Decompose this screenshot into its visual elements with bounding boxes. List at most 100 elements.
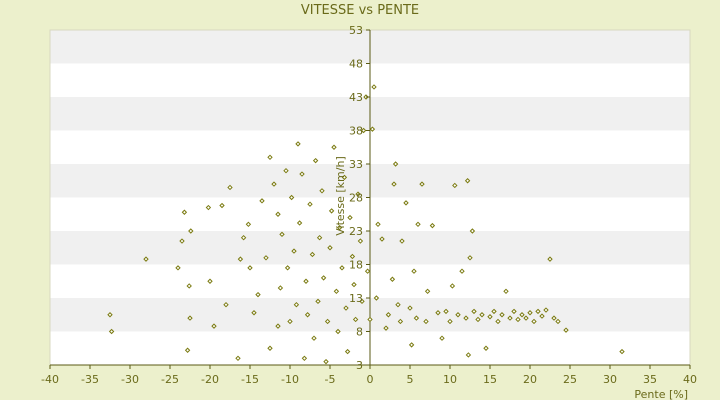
data-point xyxy=(279,231,285,238)
x-tick-label: 20 xyxy=(523,373,537,386)
data-point xyxy=(259,198,265,204)
data-point xyxy=(397,318,404,325)
data-point xyxy=(275,323,281,329)
data-point xyxy=(375,221,381,228)
y-tick-label: 3 xyxy=(356,359,363,372)
x-tick-label: -10 xyxy=(281,373,299,386)
x-axis-title: Pente [%] xyxy=(634,388,688,400)
data-point xyxy=(471,308,477,315)
data-point xyxy=(335,328,341,335)
chart-title: VITESSE vs PENTE xyxy=(301,3,419,18)
data-point xyxy=(227,184,233,191)
data-point xyxy=(403,200,409,206)
data-point xyxy=(303,278,309,284)
data-point xyxy=(263,255,269,261)
data-point xyxy=(491,308,497,315)
data-point xyxy=(415,221,421,228)
data-point xyxy=(389,276,396,282)
x-tick-label: 30 xyxy=(603,373,617,386)
data-point xyxy=(304,312,311,318)
data-point xyxy=(449,283,456,289)
x-tick-label: 40 xyxy=(683,373,697,386)
data-point xyxy=(507,315,513,321)
x-tick-label: 5 xyxy=(407,373,414,386)
data-point xyxy=(207,278,213,284)
y-tick-label: 53 xyxy=(349,24,363,37)
data-point xyxy=(245,221,252,228)
data-point xyxy=(347,214,353,221)
data-point xyxy=(315,298,321,305)
data-point xyxy=(379,236,385,242)
data-point xyxy=(407,305,413,311)
data-point xyxy=(339,265,345,271)
data-point xyxy=(547,256,553,262)
data-point xyxy=(359,298,365,305)
data-point xyxy=(371,84,377,90)
data-point xyxy=(184,347,191,353)
data-point xyxy=(219,202,225,209)
data-point xyxy=(143,256,149,262)
data-point xyxy=(320,275,327,281)
data-point xyxy=(351,281,357,288)
data-point xyxy=(267,345,273,351)
data-point xyxy=(175,265,181,271)
data-point xyxy=(307,201,313,207)
data-point xyxy=(435,310,441,316)
data-point xyxy=(563,327,569,333)
data-point xyxy=(255,291,261,298)
data-point xyxy=(383,325,389,331)
data-point xyxy=(271,181,277,187)
data-point xyxy=(459,268,465,274)
data-point xyxy=(399,238,405,244)
data-point xyxy=(519,312,525,318)
x-tick-label: 10 xyxy=(443,373,457,386)
y-tick-label: 38 xyxy=(349,125,363,138)
data-point xyxy=(423,318,429,325)
data-point xyxy=(479,312,485,318)
y-tick-label: 13 xyxy=(349,292,363,305)
data-point xyxy=(429,222,436,229)
data-point xyxy=(299,171,305,177)
data-point xyxy=(309,251,316,258)
data-point xyxy=(275,211,281,217)
data-point xyxy=(284,265,291,271)
y-tick-label: 48 xyxy=(349,58,363,71)
data-point xyxy=(483,345,489,351)
data-point xyxy=(251,310,257,316)
y-axis-title: Vitesse [km/h] xyxy=(334,156,347,236)
data-point xyxy=(395,301,401,308)
y-tick-label: 28 xyxy=(349,192,363,205)
x-tick-label: 0 xyxy=(367,373,374,386)
data-point xyxy=(465,352,472,358)
data-point xyxy=(555,318,561,325)
data-point xyxy=(360,127,367,134)
data-point xyxy=(527,310,533,316)
data-point xyxy=(452,182,458,189)
data-point xyxy=(240,234,247,241)
data-point xyxy=(237,256,244,262)
data-point xyxy=(223,301,229,308)
x-tick-label: -35 xyxy=(81,373,99,386)
data-point xyxy=(499,312,505,318)
data-point xyxy=(235,355,241,362)
data-point xyxy=(349,253,356,260)
y-tick-label: 8 xyxy=(356,326,363,339)
x-tick-label: -5 xyxy=(325,373,336,386)
y-tick-label: 18 xyxy=(349,259,363,272)
data-point xyxy=(373,295,380,301)
data-point xyxy=(355,191,361,197)
data-point xyxy=(211,323,217,329)
data-point xyxy=(447,318,453,325)
data-point xyxy=(323,358,329,365)
data-point xyxy=(464,178,471,184)
data-point xyxy=(543,307,549,313)
data-point xyxy=(205,204,212,211)
data-point xyxy=(333,288,340,295)
data-point xyxy=(511,308,517,315)
data-point xyxy=(551,315,557,321)
x-tick-label: 15 xyxy=(483,373,497,386)
data-point xyxy=(267,154,273,161)
x-tick-label: -30 xyxy=(121,373,139,386)
data-point xyxy=(293,301,300,308)
data-point xyxy=(328,208,335,214)
